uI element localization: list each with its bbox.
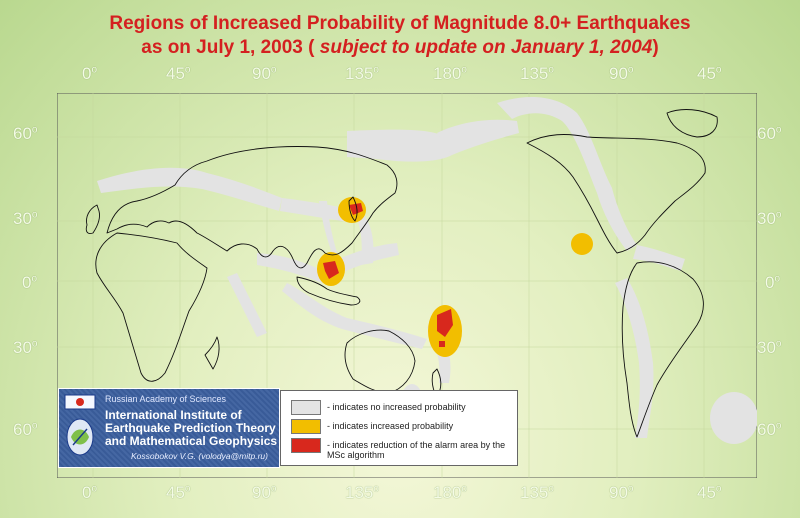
- lon-tick-bottom-135: 135o: [345, 483, 379, 502]
- title-close-paren: ): [652, 37, 659, 58]
- north-america-coast: [526, 134, 706, 254]
- japan-coast: [348, 196, 358, 222]
- lat-tick-left-0: 0o: [22, 273, 38, 292]
- legend-swatch-red: [291, 438, 321, 453]
- lat-tick-left-30n: 30o: [13, 209, 38, 228]
- lat-tick-right-30n: 30o: [757, 209, 782, 228]
- lon-tick-bottom-45: 45o: [166, 483, 191, 502]
- lon-tick-bottom-90w: 90o: [609, 483, 634, 502]
- institute-name: International Institute of Earthquake Pr…: [105, 408, 278, 448]
- africa-coast: [95, 232, 208, 382]
- lon-tick-top-45: 45o: [166, 64, 191, 83]
- lat-tick-right-0: 0o: [765, 273, 781, 292]
- legend-label: - indicates increased probability: [327, 421, 454, 431]
- author-credit: Kossobokov V.G. (volodya@mitp.ru): [131, 451, 268, 461]
- lon-tick-bottom-0: 0o: [82, 483, 98, 502]
- title-date: as on July 1, 2003 (: [141, 37, 320, 58]
- iberia-coast: [85, 204, 100, 234]
- lon-tick-bottom-90: 90o: [252, 483, 277, 502]
- lon-tick-top-90: 90o: [252, 64, 277, 83]
- map-title-line2: as on July 1, 2003 ( subject to update o…: [0, 37, 800, 59]
- lon-tick-top-180: 180o: [433, 64, 467, 83]
- south-america-coast: [621, 261, 704, 438]
- academy-label: Russian Academy of Sciences: [105, 394, 227, 404]
- lat-tick-left-60n: 60o: [13, 124, 38, 143]
- institute-logo-icon: [64, 394, 96, 456]
- legend-swatch-grey: [291, 400, 321, 415]
- lon-tick-top-0: 0o: [82, 64, 98, 83]
- coastlines: [85, 109, 718, 438]
- map-title-line1: Regions of Increased Probability of Magn…: [109, 13, 691, 34]
- lon-tick-top-45w: 45o: [697, 64, 722, 83]
- greenland-coast: [666, 109, 718, 138]
- australia-coast: [344, 329, 416, 394]
- reduced-zones: [323, 203, 453, 347]
- lat-tick-left-30s: 30o: [13, 338, 38, 357]
- lon-tick-top-135: 135o: [345, 64, 379, 83]
- map-legend: - indicates no increased probability - i…: [280, 390, 518, 466]
- lon-tick-bottom-135w: 135o: [520, 483, 554, 502]
- lat-tick-left-60s: 60o: [13, 420, 38, 439]
- legend-label: - indicates reduction of the alarm area …: [327, 440, 506, 460]
- lat-tick-right-60s: 60o: [757, 420, 782, 439]
- institute-credit-box: Russian Academy of Sciences Internationa…: [58, 388, 280, 468]
- eurasia-coast: [106, 146, 398, 269]
- title-update-note: subject to update on January 1, 2004: [319, 37, 653, 58]
- lon-tick-bottom-180: 180o: [433, 483, 467, 502]
- lon-tick-top-90w: 90o: [609, 64, 634, 83]
- lon-tick-top-135w: 135o: [520, 64, 554, 83]
- lat-tick-right-30s: 30o: [757, 338, 782, 357]
- lat-tick-right-60n: 60o: [757, 124, 782, 143]
- lon-tick-bottom-45w: 45o: [697, 483, 722, 502]
- legend-swatch-yellow: [291, 419, 321, 434]
- legend-label: - indicates no increased probability: [327, 402, 466, 412]
- madagascar-coast: [204, 336, 220, 370]
- indonesia-coast: [296, 276, 361, 306]
